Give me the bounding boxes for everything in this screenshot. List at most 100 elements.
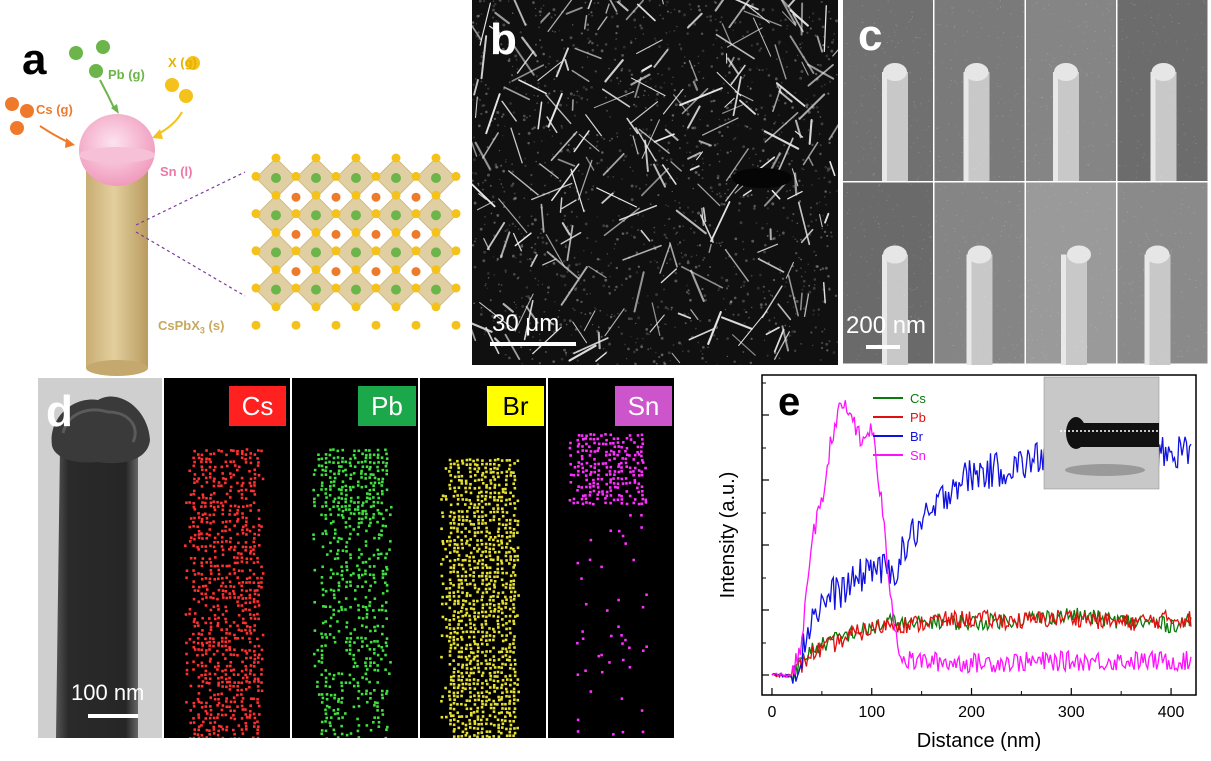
- eds-pixel: [257, 725, 260, 728]
- eds-pixel: [468, 486, 472, 490]
- perovskite-lattice: [251, 153, 461, 330]
- eds-pixel: [485, 662, 489, 666]
- eds-pixel: [513, 563, 516, 567]
- eds-pixel: [249, 549, 253, 553]
- eds-pixel: [497, 527, 501, 531]
- nanowire: [494, 11, 510, 25]
- eds-pixel: [324, 504, 328, 508]
- eds-pixel: [349, 573, 353, 577]
- eds-pixel: [504, 654, 508, 657]
- eds-pixel: [585, 461, 589, 465]
- eds-pixel: [472, 599, 475, 603]
- eds-pixel: [320, 653, 324, 657]
- eds-pixel: [217, 608, 220, 611]
- eds-pixel: [461, 614, 465, 618]
- eds-pixel: [465, 671, 468, 675]
- eds-pixel: [329, 616, 333, 620]
- eds-pixel: [509, 727, 512, 731]
- pb-site: [391, 284, 401, 295]
- eds-pixel: [208, 729, 211, 732]
- eds-pixel: [337, 488, 341, 491]
- eds-pixel: [513, 486, 517, 490]
- eds-pixel: [481, 562, 484, 566]
- eds-pixel: [185, 661, 189, 665]
- eds-pixel: [356, 717, 359, 721]
- eds-pixel: [329, 588, 333, 592]
- eds-pixel: [244, 541, 248, 544]
- eds-pixel: [476, 615, 480, 619]
- eds-pixel: [628, 454, 631, 457]
- eds-pixel: [329, 448, 332, 452]
- panel-label-d: d: [46, 387, 73, 436]
- eds-pixel: [481, 522, 484, 525]
- eds-pixel: [449, 707, 452, 710]
- eds-pixel: [197, 624, 200, 627]
- eds-pixel: [236, 468, 239, 472]
- eds-pixel: [204, 476, 208, 480]
- eds-pixel: [448, 591, 451, 595]
- nanowire: [724, 97, 735, 108]
- eds-pixel: [332, 589, 336, 593]
- nanowire: [499, 231, 511, 259]
- eds-pixel: [452, 679, 455, 682]
- eds-pixel: [196, 453, 200, 456]
- eds-pixel: [576, 673, 580, 677]
- scale-text-b: 30 μm: [492, 310, 560, 337]
- eds-pixel: [492, 683, 496, 687]
- eds-pixel: [365, 677, 368, 681]
- x-site: [331, 283, 341, 293]
- eds-pixel: [481, 482, 485, 485]
- eds-pixel: [585, 449, 588, 453]
- eds-pixel: [588, 454, 592, 457]
- eds-pixel: [377, 725, 381, 728]
- eds-pixel: [640, 433, 644, 437]
- eds-pixel: [197, 736, 201, 740]
- eds-pixel: [373, 597, 377, 600]
- eds-pixel: [201, 513, 205, 517]
- nanowire: [785, 261, 795, 279]
- eds-pixel: [369, 697, 372, 700]
- eds-pixel: [449, 675, 453, 679]
- eds-pixel: [201, 653, 204, 657]
- eds-pixel: [349, 632, 353, 635]
- eds-pixel: [324, 712, 328, 716]
- eds-pixel: [605, 438, 608, 442]
- eds-pixel: [464, 682, 468, 686]
- eds-pixel: [492, 475, 495, 479]
- eds-pixel: [336, 620, 339, 623]
- eds-pixel: [237, 737, 241, 740]
- eds-pixel: [364, 477, 367, 480]
- eds-pixel: [464, 723, 468, 727]
- eds-pixel: [468, 458, 472, 461]
- eds-pixel: [465, 463, 469, 466]
- eds-pixel: [381, 604, 384, 608]
- eds-pixel: [472, 603, 476, 606]
- eds-pixel: [509, 555, 512, 558]
- eds-pixel: [353, 641, 356, 644]
- eds-pixel: [481, 626, 484, 629]
- eds-pixel: [253, 617, 257, 621]
- eds-pixel: [217, 664, 220, 668]
- eds-pixel: [229, 709, 232, 713]
- eds-pixel: [220, 636, 224, 640]
- eds-pixel: [249, 557, 253, 561]
- eds-pixel: [444, 467, 448, 470]
- eds-pixel: [221, 736, 225, 740]
- x-gas-label: X (g): [168, 55, 197, 70]
- eds-pixel: [441, 582, 445, 586]
- eds-pixel: [468, 466, 472, 470]
- eds-pixel: [472, 682, 476, 685]
- eds-pixel: [448, 543, 452, 547]
- eds-pixel: [476, 706, 480, 710]
- eds-pixel: [257, 713, 261, 716]
- eds-pixel: [481, 515, 484, 518]
- eds-pixel: [497, 543, 501, 547]
- nanowire: [472, 141, 478, 157]
- eds-pixel: [640, 445, 643, 449]
- eds-pixel: [581, 445, 584, 448]
- eds-pixel: [605, 494, 609, 498]
- nanowire: [571, 69, 590, 82]
- eds-pixel: [584, 669, 587, 673]
- eds-pixel: [220, 540, 224, 544]
- eds-pixel: [441, 494, 445, 498]
